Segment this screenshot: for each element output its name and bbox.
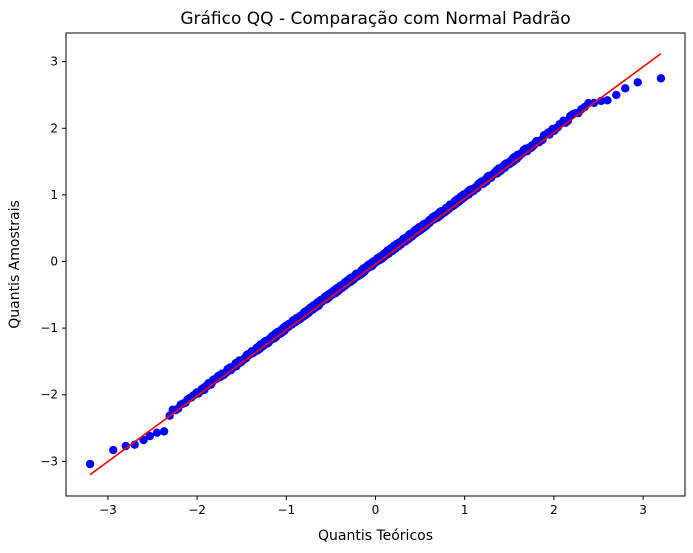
- y-tick-label: 0: [50, 255, 58, 269]
- x-tick-label: −3: [99, 503, 117, 517]
- chart-title: Gráfico QQ - Comparação com Normal Padrã…: [180, 9, 570, 29]
- data-point: [621, 84, 630, 93]
- data-point: [656, 74, 666, 83]
- y-tick-label: 2: [50, 121, 58, 135]
- y-tick-label: −3: [40, 454, 58, 468]
- y-tick-label: −1: [40, 321, 58, 335]
- data-point: [145, 431, 155, 441]
- data-point: [121, 441, 130, 451]
- x-axis-label: Quantis Teóricos: [318, 528, 433, 544]
- x-tick-label: −1: [277, 503, 295, 517]
- x-tick-label: 1: [461, 503, 469, 517]
- data-point: [85, 459, 95, 469]
- x-tick-label: 3: [639, 503, 647, 517]
- y-axis-label: Quantis Amostrais: [7, 200, 23, 329]
- data-point: [152, 428, 162, 437]
- data-point: [603, 96, 612, 105]
- y-tick-label: 3: [50, 55, 58, 69]
- data-point: [612, 90, 621, 100]
- y-tick-label: 1: [50, 188, 58, 202]
- reference-line: [89, 53, 662, 476]
- data-points: [85, 74, 666, 469]
- y-tick-label: −2: [40, 388, 58, 402]
- data-point: [633, 78, 642, 87]
- data-point: [159, 427, 169, 436]
- data-point: [109, 445, 118, 455]
- y-axis: −3 −2 −1 0 1 2 3: [40, 55, 66, 468]
- x-tick-label: −2: [188, 503, 206, 517]
- data-point: [139, 435, 148, 445]
- x-axis: −3 −2 −1 0 1 2 3: [99, 496, 647, 517]
- x-tick-label: 2: [550, 503, 558, 517]
- x-tick-label: 0: [372, 503, 380, 517]
